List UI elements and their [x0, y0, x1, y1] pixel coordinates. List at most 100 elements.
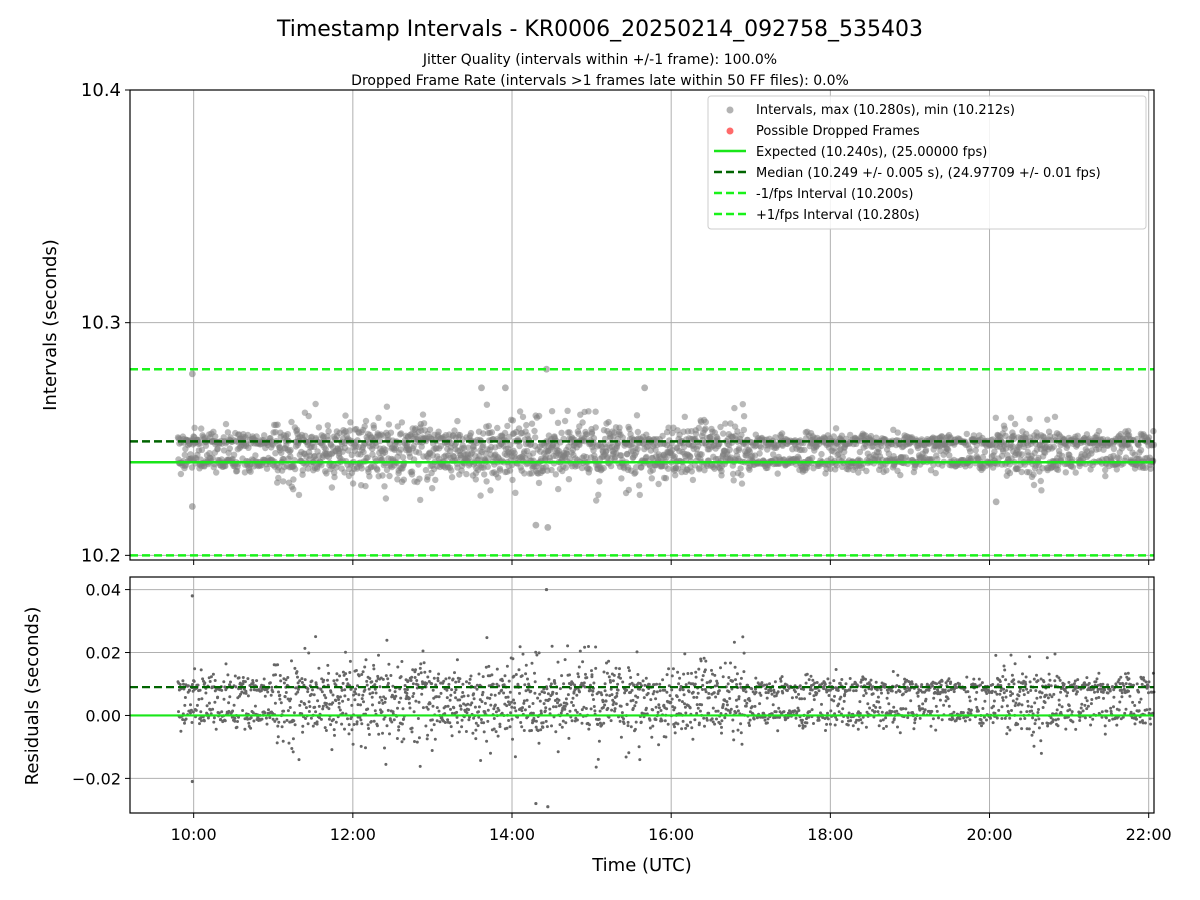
residual-point	[912, 727, 916, 731]
residual-point	[530, 729, 533, 732]
interval-point	[305, 412, 312, 420]
residual-point	[296, 681, 300, 685]
residual-point	[927, 688, 931, 692]
residual-point	[445, 688, 449, 692]
legend-expected-label: Expected (10.240s), (25.00000 fps)	[756, 145, 987, 160]
residual-point	[913, 721, 917, 725]
residual-point	[801, 724, 805, 727]
residual-point	[297, 687, 300, 691]
interval-point	[226, 445, 233, 452]
residual-point	[475, 687, 479, 691]
residual-point	[1039, 739, 1043, 743]
interval-point	[198, 425, 205, 432]
residual-point	[797, 724, 801, 728]
residual-point	[780, 675, 784, 679]
residual-point	[354, 687, 358, 691]
residual-point	[668, 694, 672, 698]
residual-point	[805, 672, 809, 676]
residual-point	[310, 679, 314, 683]
interval-outlier-point	[501, 384, 509, 392]
residual-point	[976, 709, 980, 713]
residual-point	[443, 721, 447, 724]
residual-point	[534, 725, 538, 729]
residual-point	[833, 694, 836, 698]
interval-point	[521, 470, 528, 477]
residual-point	[949, 680, 953, 684]
residual-point	[733, 665, 737, 669]
residual-point	[282, 709, 286, 713]
residual-point	[211, 707, 215, 711]
residual-point	[204, 691, 208, 695]
residual-point	[715, 684, 719, 688]
residual-point	[657, 706, 661, 710]
residual-point	[635, 650, 639, 654]
residual-point	[702, 656, 706, 660]
interval-point	[1037, 477, 1045, 485]
residual-point	[1044, 693, 1048, 697]
residual-point	[281, 739, 285, 743]
interval-point	[689, 476, 697, 484]
residual-point	[642, 696, 646, 700]
residual-point	[264, 716, 268, 720]
residual-point	[774, 710, 778, 714]
interval-point	[222, 420, 230, 428]
residual-point	[554, 705, 558, 709]
residual-point	[472, 716, 476, 720]
interval-point	[808, 454, 816, 462]
residual-point	[570, 700, 574, 704]
interval-point	[1030, 481, 1038, 489]
residual-point	[304, 717, 307, 720]
interval-point	[583, 453, 590, 461]
interval-point	[839, 454, 846, 461]
residual-point	[334, 720, 338, 724]
interval-point	[1064, 442, 1071, 449]
interval-point	[263, 465, 271, 472]
residual-point	[955, 686, 959, 689]
residual-point	[1010, 709, 1013, 712]
residual-point	[914, 717, 917, 720]
residual-point	[271, 717, 275, 721]
residual-point	[461, 682, 465, 686]
residual-point	[801, 726, 805, 730]
residual-point	[408, 706, 412, 710]
interval-point	[979, 453, 987, 461]
residual-point	[350, 703, 354, 707]
residual-point	[490, 673, 494, 677]
interval-point	[315, 424, 323, 431]
residual-point	[201, 677, 205, 681]
residual-point	[730, 687, 734, 691]
interval-point	[818, 450, 825, 458]
interval-point	[230, 451, 238, 458]
residual-point	[880, 691, 883, 695]
interval-point	[328, 484, 336, 491]
residual-point	[882, 727, 886, 730]
residual-point	[352, 723, 356, 726]
residual-point	[563, 707, 567, 711]
residual-point	[609, 680, 612, 684]
residual-point	[932, 696, 936, 700]
interval-point	[1072, 469, 1079, 476]
residual-point	[566, 693, 570, 697]
interval-point	[1122, 454, 1130, 461]
residual-point	[901, 707, 905, 711]
residual-point	[269, 693, 273, 697]
interval-point	[772, 434, 779, 441]
residual-point	[510, 705, 514, 709]
residual-point	[742, 670, 746, 674]
interval-point	[548, 466, 555, 474]
interval-point	[742, 441, 750, 448]
residual-point	[1035, 696, 1039, 700]
residual-point	[508, 725, 512, 729]
residual-point	[450, 711, 454, 715]
residual-point	[720, 725, 723, 729]
interval-point	[291, 465, 299, 473]
residual-point	[704, 690, 708, 694]
residual-point	[209, 675, 213, 679]
residual-point	[868, 706, 872, 710]
residual-point	[760, 681, 764, 685]
residual-point	[543, 709, 547, 713]
residual-point	[1000, 717, 1004, 720]
interval-point	[324, 422, 331, 429]
interval-point	[681, 413, 688, 420]
residual-point	[1017, 702, 1021, 706]
